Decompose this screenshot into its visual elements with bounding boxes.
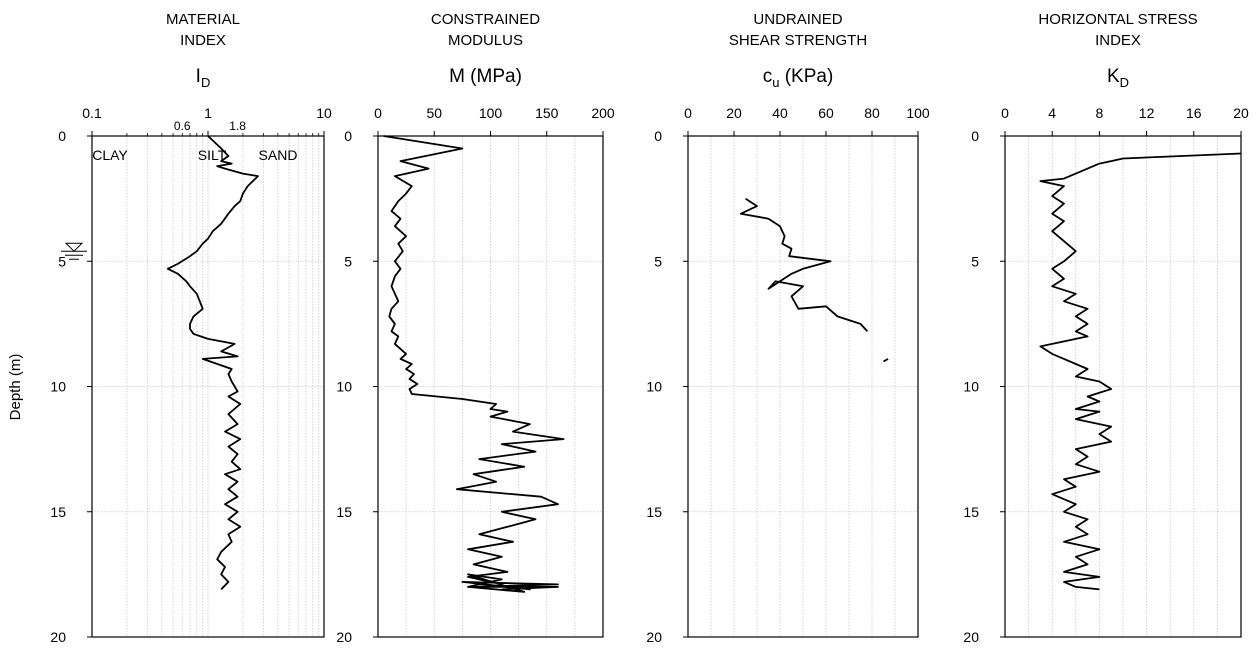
x-boundary-label: 0.6: [174, 119, 191, 133]
x-tick-label: 200: [591, 105, 615, 121]
chart-title-line: MATERIAL: [166, 11, 240, 28]
x-tick-label: 1: [204, 105, 212, 121]
x-tick-label: 0: [374, 105, 382, 121]
x-tick-label: 20: [1233, 105, 1249, 121]
y-tick-label: 0: [971, 128, 979, 144]
axis-symbol-label: KD: [1107, 66, 1129, 90]
data-series-line: [166, 135, 259, 591]
y-tick-label: 15: [963, 504, 979, 520]
axis-symbol-label: M (MPa): [449, 66, 522, 87]
chart-panel-4: 0 4 8 12 16 20 0 5 10 15 20 HORIZONTAL STRESS INDEX K…: [963, 11, 1249, 645]
soil-zone-label: SAND: [259, 147, 298, 163]
x-boundary-label: 1.8: [229, 119, 246, 133]
axis-symbol-label: ID: [196, 66, 211, 90]
x-tick-label: 150: [535, 105, 559, 121]
y-tick-label: 5: [344, 253, 352, 269]
chart-title-line: INDEX: [180, 32, 226, 49]
chart-title-line: HORIZONTAL STRESS: [1038, 11, 1197, 28]
x-tick-label: 12: [1139, 105, 1155, 121]
x-tick-label: 50: [426, 105, 442, 121]
y-tick-label: 0: [654, 128, 662, 144]
chart-title-line: INDEX: [1095, 32, 1141, 49]
axis-symbol-label: cu (KPa): [763, 66, 834, 90]
chart-title-line: MODULUS: [448, 32, 523, 49]
y-tick-label: 15: [646, 504, 662, 520]
x-tick-label: 10: [316, 105, 332, 121]
y-tick-label: 10: [646, 379, 662, 395]
data-series-line: [1039, 152, 1242, 591]
y-tick-label: 20: [646, 629, 662, 645]
x-tick-label: 4: [1048, 105, 1056, 121]
chart-title-line: SHEAR STRENGTH: [729, 32, 867, 49]
x-tick-label: 0.1: [82, 105, 102, 121]
data-series-line: [383, 135, 565, 593]
y-tick-label: 20: [50, 629, 66, 645]
y-tick-label: 10: [963, 379, 979, 395]
y-tick-label: 5: [654, 253, 662, 269]
x-tick-label: 16: [1186, 105, 1202, 121]
y-tick-label: 10: [336, 379, 352, 395]
y-axis-label: Depth (m): [7, 354, 24, 421]
x-tick-label: 40: [772, 105, 788, 121]
y-tick-label: 15: [336, 504, 352, 520]
y-tick-label: 20: [963, 629, 979, 645]
chart-panel-2: 0 50 100 150 200 0 5 10 15 20 CONSTRAINED MODULUS M …: [336, 11, 614, 645]
data-series-line: [883, 358, 889, 363]
x-tick-label: 60: [818, 105, 834, 121]
y-tick-label: 0: [58, 128, 66, 144]
x-tick-label: 80: [864, 105, 880, 121]
chart-panel-3: 0 20 40 60 80 100 0 5 10 15 20 UNDRAINED SHEAR STREN…: [646, 11, 929, 645]
water-table-icon: [64, 242, 84, 252]
x-tick-label: 0: [684, 105, 692, 121]
y-tick-label: 0: [344, 128, 352, 144]
y-tick-label: 20: [336, 629, 352, 645]
chart-title-line: CONSTRAINED: [431, 11, 540, 28]
y-tick-label: 5: [58, 253, 66, 269]
x-tick-label: 0: [1001, 105, 1009, 121]
soil-zone-label: SILT: [198, 147, 227, 163]
y-tick-label: 10: [50, 379, 66, 395]
chart-panel-1: 0.1 1 10 0.6 1.8 0 5 10 15 20 MATERIAL INDEX ID CLAY S…: [50, 11, 332, 645]
x-tick-label: 100: [479, 105, 503, 121]
x-tick-label: 20: [726, 105, 742, 121]
y-tick-label: 15: [50, 504, 66, 520]
x-tick-label: 8: [1096, 105, 1104, 121]
data-series-line: [740, 197, 869, 333]
x-tick-label: 100: [906, 105, 930, 121]
y-tick-label: 5: [971, 253, 979, 269]
soil-zone-label: CLAY: [92, 147, 128, 163]
chart-title-line: UNDRAINED: [753, 11, 842, 28]
